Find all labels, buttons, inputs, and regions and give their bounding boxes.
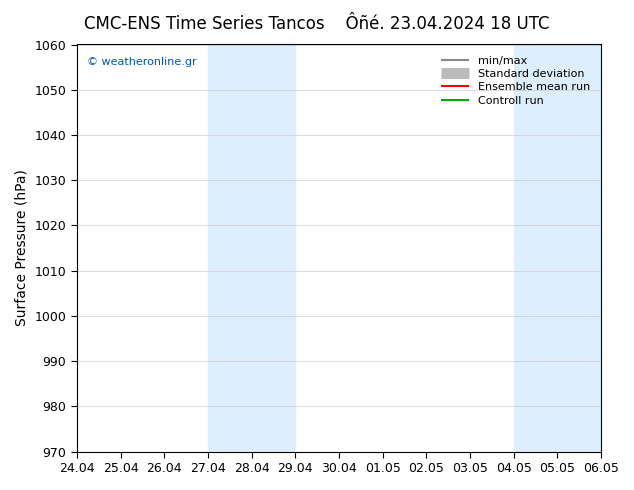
- Y-axis label: Surface Pressure (hPa): Surface Pressure (hPa): [15, 170, 29, 326]
- Legend: min/max, Standard deviation, Ensemble mean run, Controll run: min/max, Standard deviation, Ensemble me…: [436, 50, 595, 111]
- Bar: [208, 45, 295, 452]
- Text: © weatheronline.gr: © weatheronline.gr: [87, 57, 197, 67]
- Bar: [514, 45, 601, 452]
- Text: CMC-ENS Time Series Tancos    Ôñé. 23.04.2024 18 UTC: CMC-ENS Time Series Tancos Ôñé. 23.04.20…: [84, 15, 550, 33]
